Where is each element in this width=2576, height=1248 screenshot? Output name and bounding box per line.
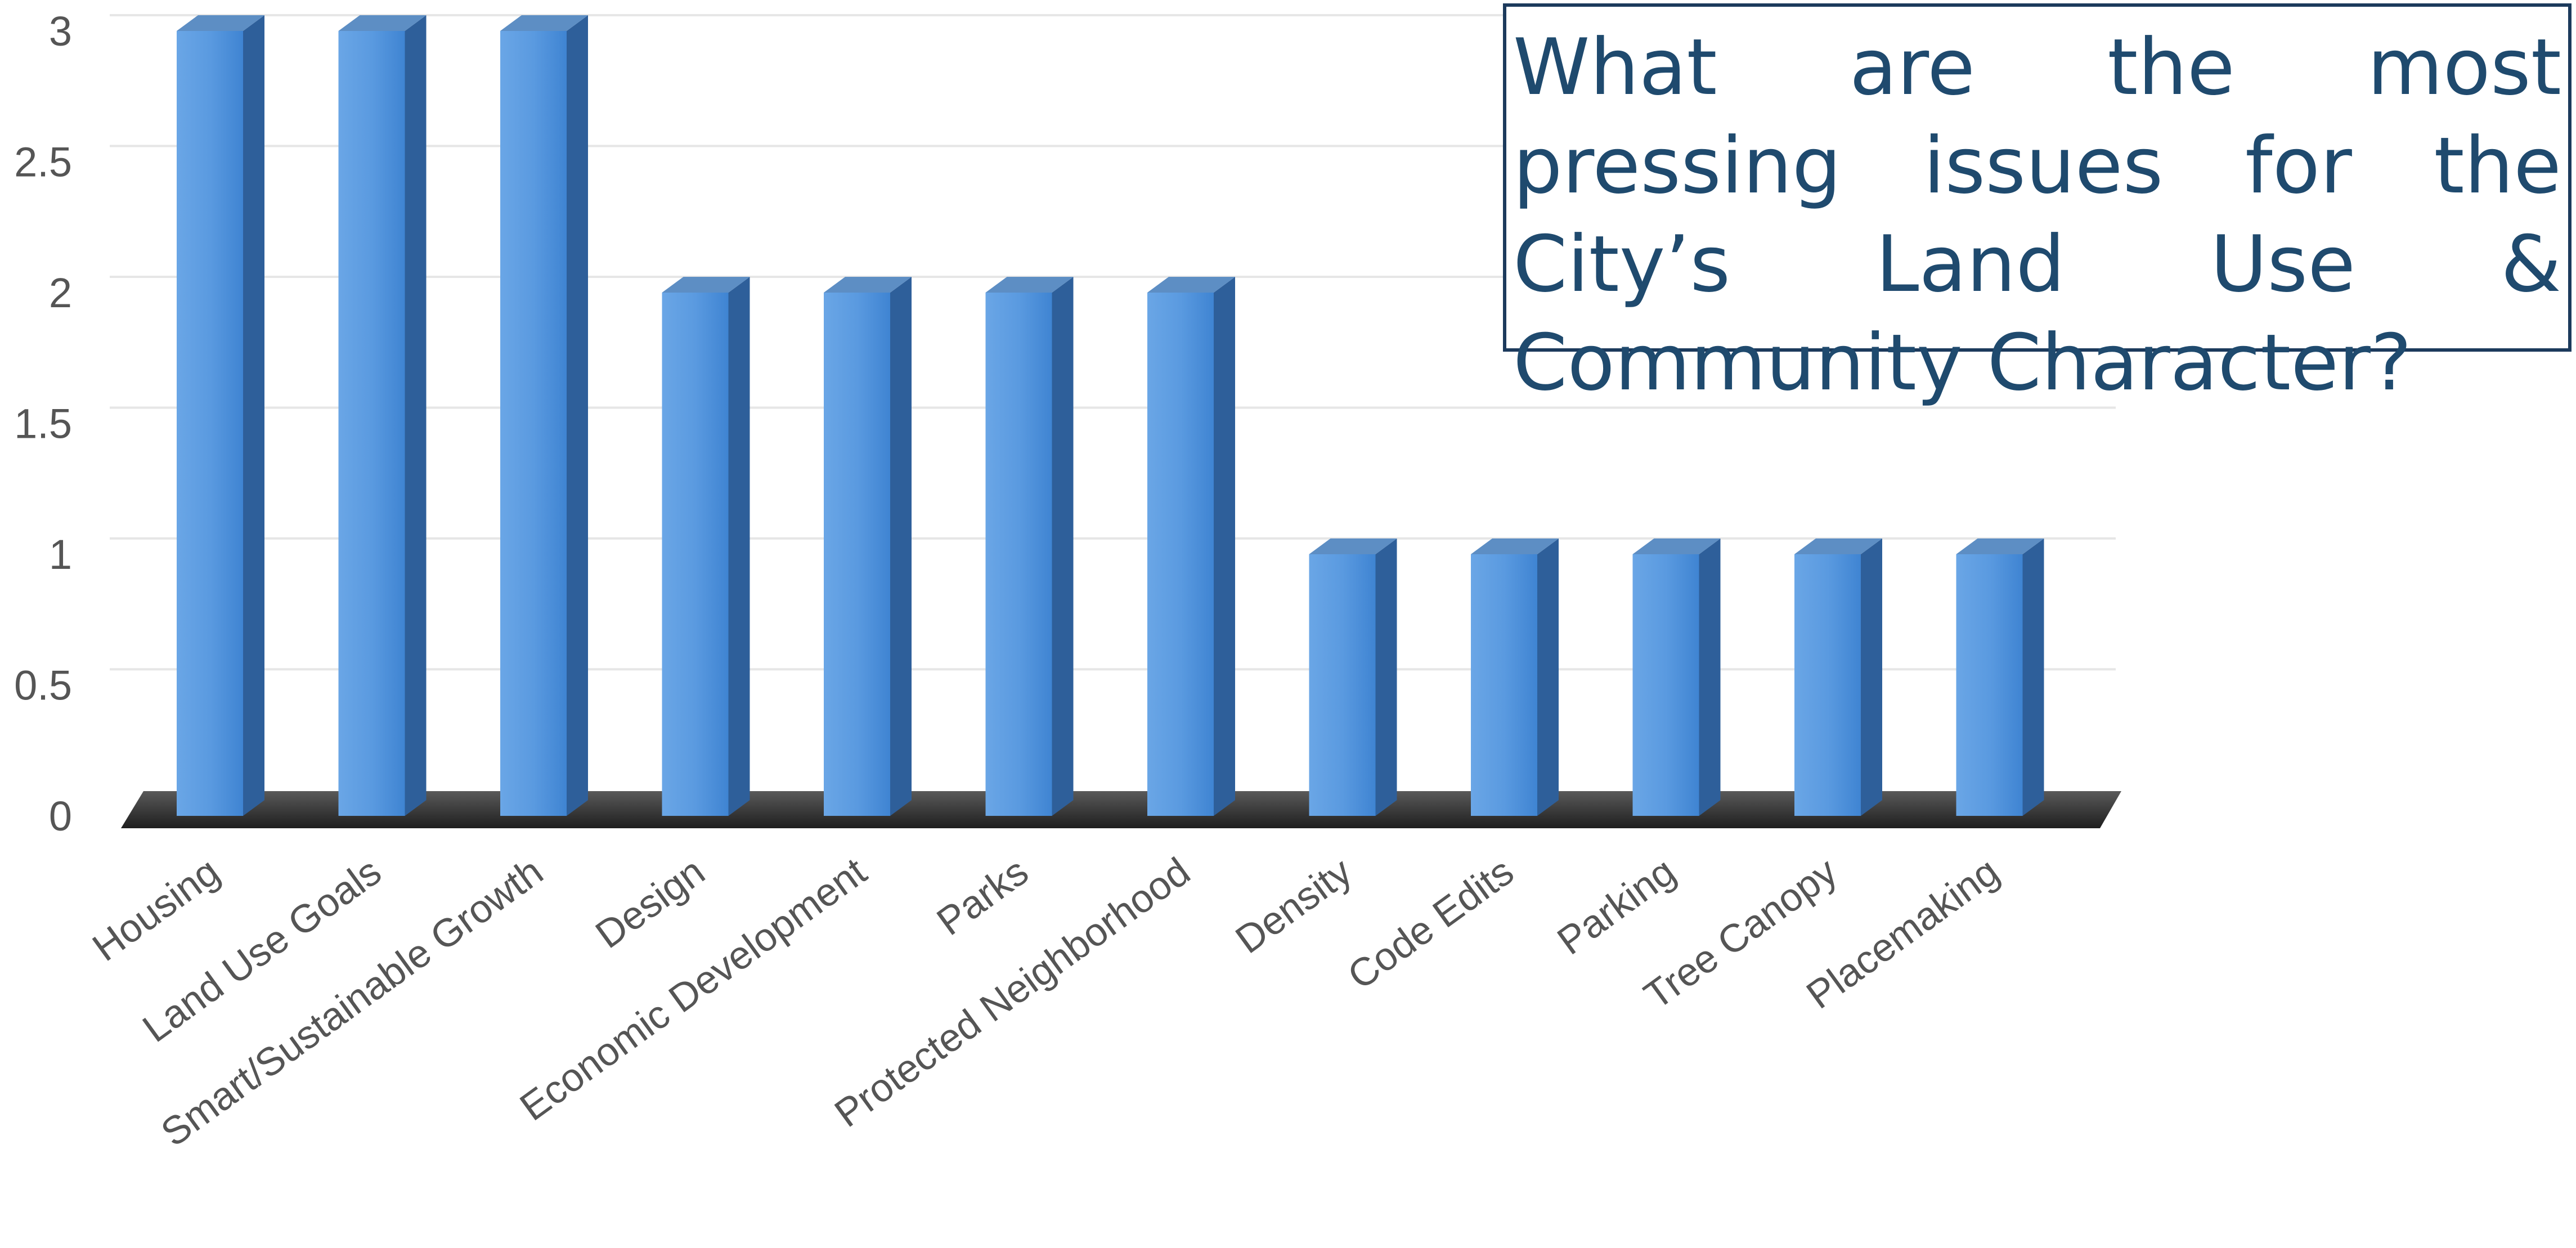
bar xyxy=(1794,538,1882,816)
y-tick-label: 3 xyxy=(49,8,72,55)
bar xyxy=(824,277,912,816)
bar xyxy=(1471,538,1559,816)
bar-top-face xyxy=(177,15,264,31)
bar-top-face xyxy=(985,277,1074,293)
chart-title: What are the most pressing issues for th… xyxy=(1513,22,2561,408)
x-tick-label: Design xyxy=(587,849,712,957)
bar xyxy=(1147,277,1235,816)
bar-front-face xyxy=(985,293,1052,816)
bar-top-face xyxy=(500,15,588,31)
title-box: What are the most pressing issues for th… xyxy=(1503,3,2571,408)
y-tick-label: 1.5 xyxy=(14,401,72,447)
bar-top-face xyxy=(1956,538,2044,554)
bar xyxy=(1956,538,2044,816)
bar-side-face xyxy=(1214,277,1235,816)
bar xyxy=(1309,538,1397,816)
gridlines xyxy=(110,14,2116,671)
y-tick-label: 1 xyxy=(49,531,72,578)
bar xyxy=(500,15,588,816)
chart-floor xyxy=(121,791,2121,828)
bars xyxy=(177,15,2044,816)
bar-side-face xyxy=(2022,538,2044,816)
bar-front-face xyxy=(662,293,729,816)
bar-top-face xyxy=(338,15,427,31)
bar xyxy=(177,15,264,816)
bar-side-face xyxy=(567,15,588,816)
bar-side-face xyxy=(243,15,264,816)
bar-side-face xyxy=(890,277,912,816)
bar-side-face xyxy=(405,15,427,816)
x-tick-label: Parks xyxy=(929,849,1036,944)
bar-front-face xyxy=(177,31,243,816)
bar-front-face xyxy=(824,293,890,816)
y-axis: 0 0.5 1 1.5 2 2.5 3 xyxy=(14,8,72,840)
bar-side-face xyxy=(1861,538,1882,816)
bar-top-face xyxy=(824,277,912,293)
y-tick-label: 0.5 xyxy=(14,662,72,709)
bar-front-face xyxy=(1309,554,1376,816)
bar-front-face xyxy=(500,31,567,816)
x-tick-label: Housing xyxy=(84,849,227,969)
bar xyxy=(985,277,1074,816)
bar-top-face xyxy=(1632,538,1721,554)
bar-top-face xyxy=(1794,538,1882,554)
bar-side-face xyxy=(728,277,750,816)
bar-front-face xyxy=(1794,554,1861,816)
bar-top-face xyxy=(1471,538,1559,554)
bar xyxy=(662,277,750,816)
x-tick-label: Parking xyxy=(1549,849,1683,963)
x-tick-label: Code Edits xyxy=(1340,849,1522,998)
y-tick-label: 0 xyxy=(49,793,72,840)
bar-front-face xyxy=(1956,554,2023,816)
bar-front-face xyxy=(1147,293,1214,816)
floor-shadow xyxy=(121,791,2121,828)
y-tick-label: 2 xyxy=(49,270,72,316)
bar-top-face xyxy=(662,277,750,293)
bar-side-face xyxy=(1052,277,1074,816)
bar-side-face xyxy=(1375,538,1397,816)
bar-front-face xyxy=(1471,554,1537,816)
bar-top-face xyxy=(1309,538,1397,554)
bar-top-face xyxy=(1147,277,1235,293)
bar xyxy=(1632,538,1721,816)
bar-side-face xyxy=(1699,538,1721,816)
bar-front-face xyxy=(338,31,405,816)
bar-side-face xyxy=(1537,538,1559,816)
bar-front-face xyxy=(1632,554,1699,816)
bar xyxy=(338,15,427,816)
y-tick-label: 2.5 xyxy=(14,139,72,186)
x-tick-label: Density xyxy=(1228,849,1360,962)
